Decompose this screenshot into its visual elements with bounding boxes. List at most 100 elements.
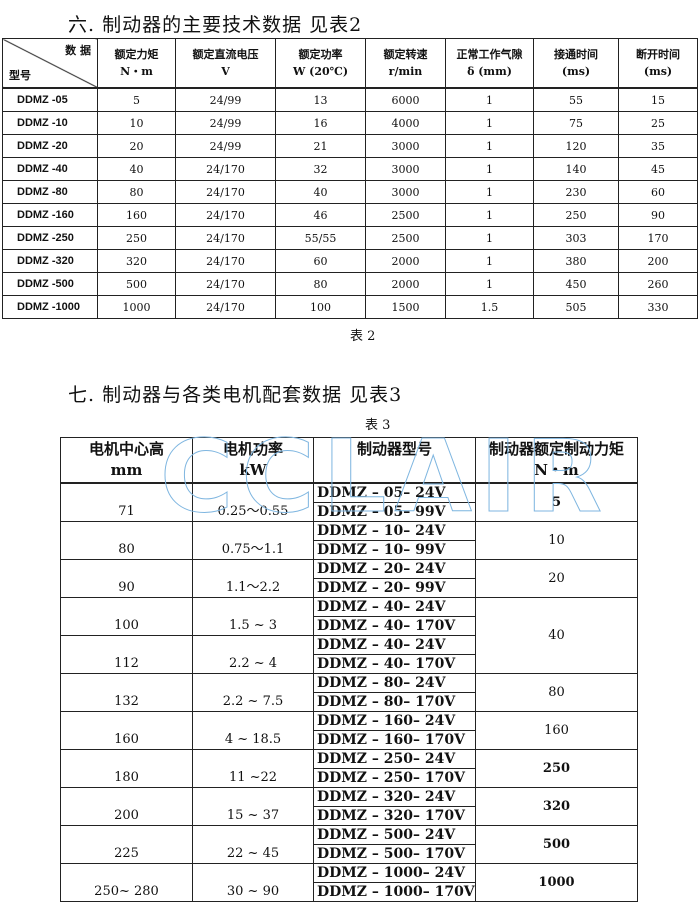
table-cell: 1	[445, 111, 534, 135]
table-cell: 3000	[365, 157, 446, 181]
header-label: 正常工作气隙	[456, 48, 523, 61]
header-unit: δ (mm)	[467, 65, 512, 78]
brake-model-cell: DDMZ – 40– 170V	[313, 616, 476, 636]
motor-height-cell: 80	[60, 521, 193, 560]
table-cell: 1	[445, 203, 534, 227]
motor-power-cell: 4 ~ 18.5	[192, 711, 314, 750]
motor-height-cell: 225	[60, 825, 193, 864]
header-unit: (ms)	[643, 65, 673, 78]
table-cell: 1	[445, 249, 534, 273]
header-label: 制动器型号	[356, 440, 432, 458]
header-unit: N・m	[534, 461, 579, 479]
table-cell: 20	[97, 134, 176, 158]
table-row: DDMZ – 40– 170V	[61, 654, 638, 674]
brake-model-cell: DDMZ – 160– 170V	[313, 730, 476, 750]
brake-model-cell: DDMZ – 40– 170V	[313, 654, 476, 674]
table-cell: 10	[97, 111, 176, 135]
header-label: 电机中心高	[88, 440, 164, 458]
table-row: DDMZ -1000 1000 24/170 100 1500 1.5 505 330	[2, 295, 698, 319]
table-cell: 35	[618, 134, 698, 158]
brake-model-cell: DDMZ – 320– 24V	[313, 787, 476, 807]
torque-cell: 250	[475, 749, 638, 788]
model-cell: DDMZ -20	[2, 134, 98, 158]
torque-cell: 1000	[475, 863, 638, 902]
column-header: 接通时间 (ms)	[533, 38, 619, 89]
table-cell: 55/55	[275, 226, 366, 250]
table-row: 160 4 ~ 18.5 DDMZ – 160– 24V 160	[60, 711, 638, 750]
table-cell: 330	[618, 295, 698, 319]
motor-height-cell: 250~ 280	[60, 863, 193, 902]
table-cell: 15	[618, 87, 698, 112]
model-cell: DDMZ -320	[2, 249, 98, 273]
motor-power-cell: 2.2 ~ 7.5	[192, 673, 314, 712]
table-cell: 40	[97, 157, 176, 181]
table-cell: 24/99	[175, 87, 276, 112]
table-cell: 2500	[365, 226, 446, 250]
table-cell: 505	[533, 295, 619, 319]
table-cell: 60	[618, 180, 698, 204]
table-row: DDMZ – 250– 170V	[61, 768, 638, 788]
table-cell: 1	[445, 157, 534, 181]
brake-model-cell: DDMZ – 1000– 170V	[313, 882, 476, 902]
table-cell: 2500	[365, 203, 446, 227]
model-cell: DDMZ -160	[2, 203, 98, 227]
section-6-heading: 六. 制动器的主要技术数据 见表2	[68, 14, 363, 36]
table-cell: 250	[533, 203, 619, 227]
motor-height-cell: 71	[60, 482, 193, 522]
column-header: 制动器型号	[313, 437, 476, 484]
table-row: 71 0.25〜0.55 DDMZ – 05– 24V 5	[60, 482, 638, 522]
table-row: DDMZ -250 250 24/170 55/55 2500 1 303 170	[2, 226, 698, 250]
table-cell: 3000	[365, 180, 446, 204]
table-cell: 1	[445, 226, 534, 250]
table-cell: 100	[275, 295, 366, 319]
motor-match-table: 电机中心高 mm 电机功率 kW 制动器型号 制动器额定制动力矩 N・m 71 0.25〜0…	[60, 437, 638, 902]
torque-cell: 320	[475, 787, 638, 826]
table-cell: 24/170	[175, 157, 276, 181]
motor-height-cell: 90	[60, 559, 193, 598]
brake-model-cell: DDMZ – 10– 24V	[313, 521, 476, 541]
header-unit: N・m	[120, 65, 153, 78]
brake-model-cell: DDMZ – 40– 24V	[313, 635, 476, 655]
motor-power-cell: 0.75〜1.1	[192, 521, 314, 560]
brake-model-cell: DDMZ – 80– 24V	[313, 673, 476, 693]
column-header: 制动器额定制动力矩 N・m	[475, 437, 638, 484]
table-row: DDMZ -500 500 24/170 80 2000 1 450 260	[2, 272, 698, 296]
column-header: 额定功率 W (20℃)	[275, 38, 366, 89]
column-header: 正常工作气隙 δ (mm)	[445, 38, 534, 89]
corner-header: 数 据型号	[2, 38, 98, 89]
table-row: 250~ 280 30 ~ 90 DDMZ – 1000– 24V 1000	[60, 863, 638, 902]
motor-power-cell: 22 ~ 45	[192, 825, 314, 864]
table-cell: 24/170	[175, 180, 276, 204]
table-cell: 120	[533, 134, 619, 158]
header-label: 额定转速	[383, 48, 428, 61]
motor-power-cell: 1.5 ~ 3	[192, 597, 314, 636]
table-cell: 24/170	[175, 272, 276, 296]
table-cell: 200	[618, 249, 698, 273]
table-cell: 24/170	[175, 249, 276, 273]
table-cell: 90	[618, 203, 698, 227]
table-cell: 500	[97, 272, 176, 296]
model-cell: DDMZ -80	[2, 180, 98, 204]
table-row: DDMZ – 320– 170V	[61, 806, 638, 826]
motor-power-cell: 1.1〜2.2	[192, 559, 314, 598]
model-cell: DDMZ -1000	[2, 295, 98, 319]
table-row: 90 1.1〜2.2 DDMZ – 20– 24V 20	[60, 559, 638, 598]
table-cell: 75	[533, 111, 619, 135]
motor-height-cell: 132	[60, 673, 193, 712]
table-cell: 13	[275, 87, 366, 112]
column-header: 额定力矩 N・m	[97, 38, 176, 89]
model-cell: DDMZ -40	[2, 157, 98, 181]
model-cell: DDMZ -10	[2, 111, 98, 135]
table-cell: 160	[97, 203, 176, 227]
corner-top-label: 数 据	[65, 44, 91, 57]
torque-cell: 5	[475, 482, 638, 522]
table-cell: 24/170	[175, 203, 276, 227]
table-cell: 45	[618, 157, 698, 181]
torque-cell: 20	[475, 559, 638, 598]
table-cell: 80	[97, 180, 176, 204]
table-row: DDMZ -80 80 24/170 40 3000 1 230 60	[2, 180, 698, 204]
table-cell: 24/170	[175, 226, 276, 250]
motor-height-cell: 112	[60, 635, 193, 674]
table-cell: 24/170	[175, 295, 276, 319]
table-cell: 1	[445, 272, 534, 296]
